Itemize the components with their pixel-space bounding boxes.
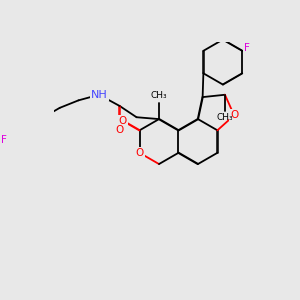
Text: O: O (118, 116, 127, 126)
Text: F: F (1, 135, 6, 146)
Text: CH₃: CH₃ (151, 92, 167, 100)
Text: O: O (230, 110, 238, 120)
Text: F: F (244, 43, 250, 53)
Text: O: O (116, 125, 124, 135)
Text: NH: NH (91, 90, 107, 100)
Text: O: O (135, 148, 144, 158)
Text: CH₃: CH₃ (217, 113, 233, 122)
